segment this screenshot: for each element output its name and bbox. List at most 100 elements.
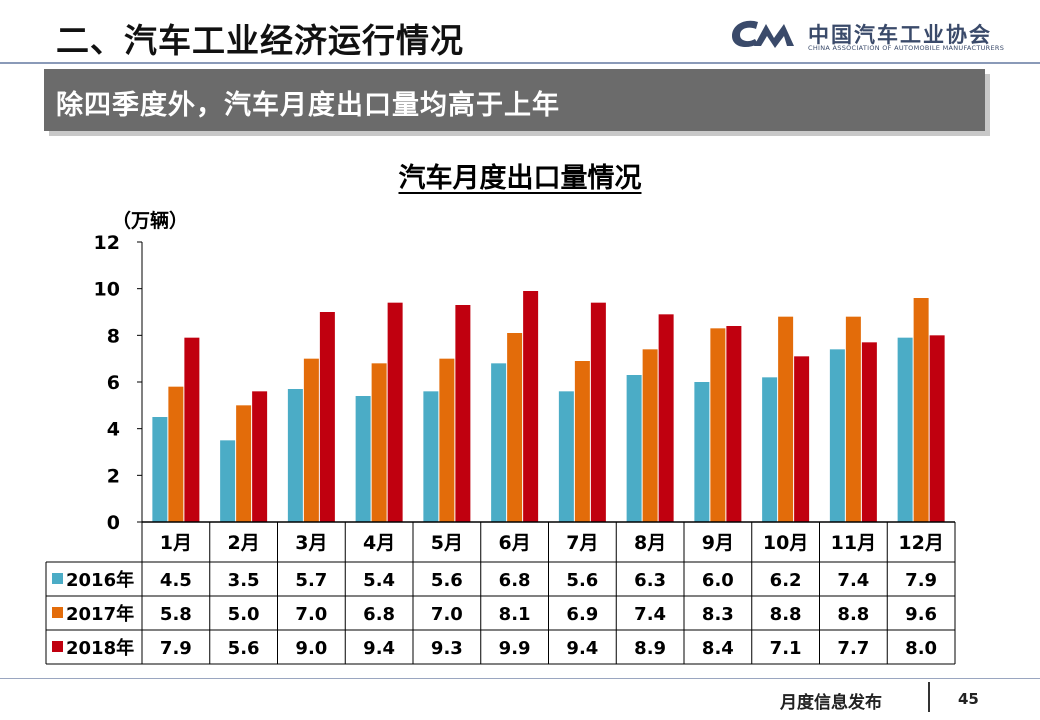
bar-2016年-2月: [220, 440, 236, 522]
x-tick-label: 2月: [228, 532, 260, 554]
data-label: 5.0: [228, 604, 260, 625]
title-divider: [0, 62, 1040, 64]
bar-2017年-2月: [236, 405, 252, 522]
x-tick-label: 3月: [295, 532, 327, 554]
legend-label-2016年: 2016年: [66, 569, 134, 591]
bar-2017年-6月: [507, 333, 523, 522]
bar-2018年-1月: [184, 337, 200, 522]
bar-2016年-10月: [762, 377, 778, 522]
data-label: 6.2: [770, 570, 802, 591]
data-label: 6.9: [566, 604, 598, 625]
x-tick-label: 11月: [831, 532, 876, 554]
bar-2018年-7月: [590, 302, 606, 522]
bar-2017年-5月: [439, 358, 455, 522]
bar-2016年-9月: [694, 382, 710, 522]
data-label: 5.8: [160, 604, 192, 625]
data-label: 8.8: [770, 604, 802, 625]
x-tick-label: 6月: [499, 532, 531, 554]
bar-2016年-5月: [423, 391, 439, 522]
data-label: 5.6: [431, 570, 463, 591]
bar-2017年-11月: [845, 316, 861, 522]
bar-2018年-9月: [726, 326, 742, 522]
x-tick-label: 5月: [431, 532, 463, 554]
y-tick-label: 0: [107, 512, 120, 534]
bar-2018年-10月: [794, 356, 810, 522]
data-label: 9.0: [295, 638, 327, 659]
logo-text-cn: 中国汽车工业协会: [808, 23, 992, 47]
page-number: 45: [958, 690, 979, 708]
y-axis-unit-label: （万辆）: [112, 210, 189, 232]
x-tick-label: 4月: [363, 532, 395, 554]
data-label: 7.0: [431, 604, 463, 625]
page-title: 二、汽车工业经济运行情况: [56, 21, 464, 60]
y-tick-label: 12: [94, 232, 120, 254]
bar-2018年-2月: [252, 391, 268, 522]
bar-2018年-5月: [455, 305, 471, 522]
x-tick-label: 12月: [898, 532, 943, 554]
y-tick-label: 4: [107, 419, 120, 441]
data-label: 9.6: [905, 604, 937, 625]
data-label: 9.4: [363, 638, 395, 659]
y-tick-label: 10: [94, 279, 120, 301]
data-label: 9.3: [431, 638, 463, 659]
data-label: 6.8: [363, 604, 395, 625]
y-tick-label: 8: [107, 325, 120, 347]
legend-swatch-2018年: [52, 641, 63, 652]
x-tick-label: 10月: [763, 532, 808, 554]
x-tick-label: 1月: [160, 532, 192, 554]
legend-swatch-2016年: [52, 573, 63, 584]
bar-2016年-8月: [626, 375, 642, 522]
subtitle-banner: 除四季度外，汽车月度出口量均高于上年: [44, 69, 985, 131]
data-label: 8.1: [499, 604, 531, 625]
data-label: 8.9: [634, 638, 666, 659]
data-label: 5.4: [363, 570, 395, 591]
bar-2017年-9月: [710, 328, 726, 522]
footer-separator: [928, 682, 930, 712]
bar-2017年-12月: [913, 298, 929, 522]
bar-2018年-8月: [658, 314, 674, 522]
bar-2017年-4月: [371, 363, 387, 522]
bar-2017年-3月: [303, 358, 319, 522]
data-label: 4.5: [160, 570, 192, 591]
bar-2016年-1月: [152, 417, 168, 522]
x-tick-label: 7月: [566, 532, 598, 554]
data-label: 6.8: [499, 570, 531, 591]
logo-text-en: CHINA ASSOCIATION OF AUTOMOBILE MANUFACT…: [808, 44, 1005, 52]
bar-2016年-7月: [558, 391, 574, 522]
bar-2016年-11月: [829, 349, 845, 522]
legend-label-2018年: 2018年: [66, 637, 134, 659]
bar-2017年-7月: [574, 361, 590, 522]
data-label: 7.1: [770, 638, 802, 659]
bar-2018年-11月: [861, 342, 877, 522]
bar-2016年-12月: [897, 337, 913, 522]
footer-label: 月度信息发布: [780, 693, 882, 713]
data-label: 9.9: [499, 638, 531, 659]
y-tick-label: 2: [107, 465, 120, 487]
data-label: 5.6: [228, 638, 260, 659]
legend-swatch-2017年: [52, 607, 63, 618]
bar-2017年-8月: [642, 349, 658, 522]
data-label: 7.7: [837, 638, 869, 659]
data-label: 7.9: [160, 638, 192, 659]
bar-2018年-6月: [523, 291, 539, 522]
data-label: 9.4: [566, 638, 598, 659]
data-label: 7.4: [837, 570, 869, 591]
caam-logo-icon: [732, 20, 794, 48]
data-label: 3.5: [228, 570, 260, 591]
bar-2017年-10月: [778, 316, 794, 522]
data-label: 7.9: [905, 570, 937, 591]
data-label: 6.3: [634, 570, 666, 591]
data-label: 5.6: [566, 570, 598, 591]
data-label: 5.7: [295, 570, 327, 591]
footer-divider: [0, 678, 1040, 679]
bar-2016年-6月: [491, 363, 507, 522]
bar-2016年-4月: [355, 396, 371, 522]
caam-logo: 中国汽车工业协会 CHINA ASSOCIATION OF AUTOMOBILE…: [728, 16, 1008, 56]
data-label: 8.3: [702, 604, 734, 625]
data-label: 7.4: [634, 604, 666, 625]
bar-2018年-4月: [387, 302, 403, 522]
bar-2016年-3月: [287, 389, 303, 522]
x-tick-label: 9月: [702, 532, 734, 554]
data-label: 7.0: [295, 604, 327, 625]
